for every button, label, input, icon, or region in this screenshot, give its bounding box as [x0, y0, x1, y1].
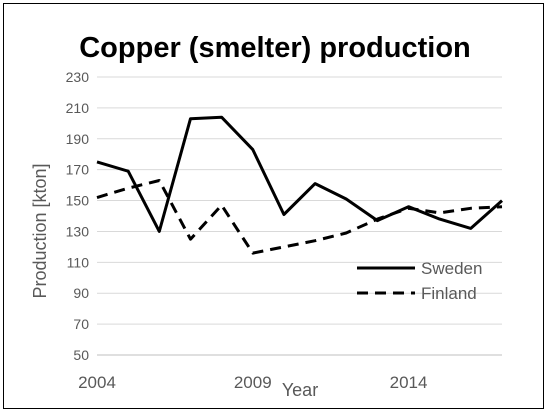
y-tick-labels: 50 70 90 110 130 150 170 190 210 230 [66, 69, 90, 363]
legend-label-sweden: Sweden [421, 259, 482, 278]
y-tick-label: 170 [66, 162, 90, 178]
y-tick-label: 190 [66, 131, 90, 147]
series-line-sweden [96, 115, 503, 233]
y-tick-label: 110 [67, 254, 90, 270]
x-tick-label: 2004 [78, 373, 116, 392]
chart-title: Copper (smelter) production [79, 32, 471, 64]
x-axis-label: Year [282, 380, 318, 400]
legend: Sweden Finland [357, 259, 482, 303]
x-tick-label: 2009 [234, 373, 272, 392]
y-tick-label: 150 [66, 193, 90, 209]
y-tick-label: 90 [73, 285, 89, 301]
y-axis-label: Production [kton] [30, 163, 50, 298]
x-tick-labels: 2004 2009 2014 [78, 373, 427, 392]
y-tick-label: 210 [66, 100, 90, 116]
chart-frame [3, 3, 544, 409]
legend-label-finland: Finland [421, 284, 477, 303]
y-tick-label: 50 [73, 347, 89, 363]
y-tick-label: 230 [66, 69, 90, 85]
series-line-finland [96, 179, 503, 255]
y-tick-label: 70 [73, 316, 89, 332]
gridlines [97, 76, 502, 356]
x-tick-label: 2014 [390, 373, 428, 392]
series-lines [96, 115, 503, 255]
y-tick-label: 130 [66, 223, 90, 239]
